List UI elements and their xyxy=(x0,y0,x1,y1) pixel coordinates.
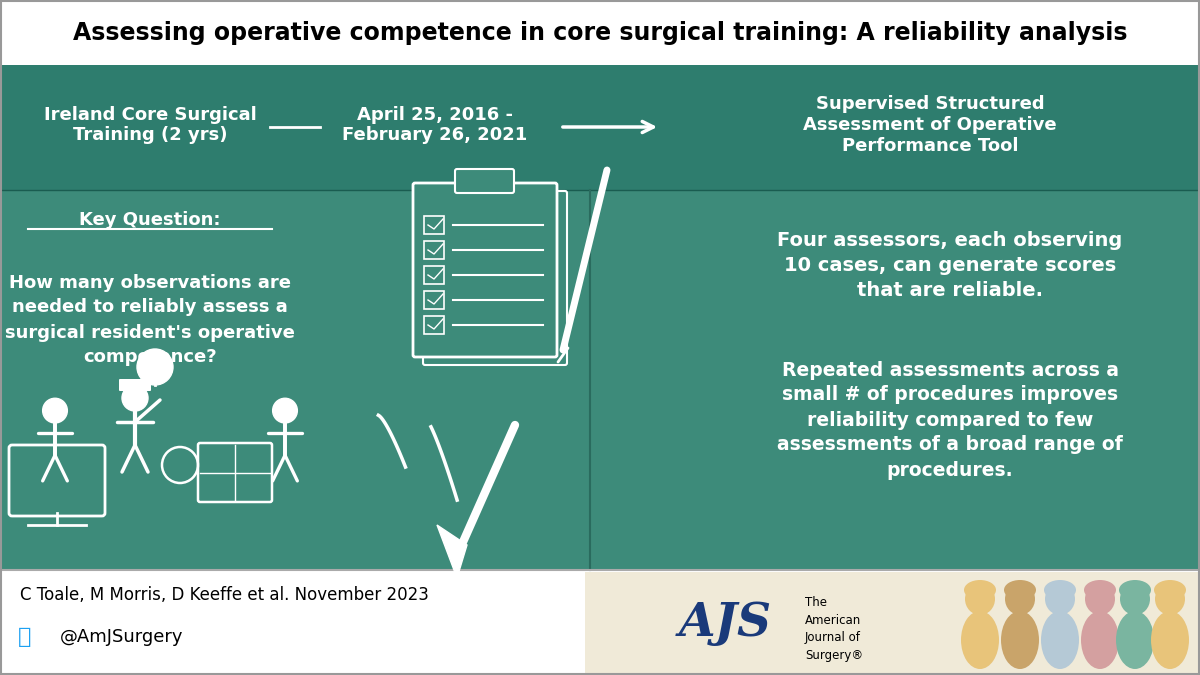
Text: Supervised Structured
Assessment of Operative
Performance Tool: Supervised Structured Assessment of Oper… xyxy=(803,95,1057,155)
Text: AJS: AJS xyxy=(678,600,772,646)
Ellipse shape xyxy=(1154,580,1186,600)
FancyBboxPatch shape xyxy=(455,169,514,193)
FancyBboxPatch shape xyxy=(0,190,1200,570)
Text: Ireland Core Surgical
Training (2 yrs): Ireland Core Surgical Training (2 yrs) xyxy=(43,105,257,144)
Ellipse shape xyxy=(1084,580,1116,600)
FancyBboxPatch shape xyxy=(586,572,1198,673)
Ellipse shape xyxy=(1120,583,1150,615)
Ellipse shape xyxy=(1044,580,1076,600)
FancyBboxPatch shape xyxy=(0,65,1200,190)
Text: Surgery®: Surgery® xyxy=(805,649,863,662)
Ellipse shape xyxy=(964,580,996,600)
Circle shape xyxy=(272,398,298,423)
Text: Four assessors, each observing
10 cases, can generate scores
that are reliable.: Four assessors, each observing 10 cases,… xyxy=(778,230,1123,300)
Text: C Toale, M Morris, D Keeffe et al. November 2023: C Toale, M Morris, D Keeffe et al. Novem… xyxy=(20,586,428,604)
Circle shape xyxy=(43,398,67,423)
Ellipse shape xyxy=(1081,611,1120,669)
Ellipse shape xyxy=(961,611,1000,669)
Ellipse shape xyxy=(1045,583,1075,615)
Text: 🐦: 🐦 xyxy=(18,627,31,647)
Text: American: American xyxy=(805,614,862,626)
Text: The: The xyxy=(805,595,827,608)
Ellipse shape xyxy=(1085,583,1115,615)
Circle shape xyxy=(122,385,148,411)
Text: How many observations are
needed to reliably assess a
surgical resident's operat: How many observations are needed to reli… xyxy=(5,273,295,367)
Text: Key Question:: Key Question: xyxy=(79,211,221,229)
Ellipse shape xyxy=(1001,611,1039,669)
FancyBboxPatch shape xyxy=(119,379,151,391)
Ellipse shape xyxy=(1151,611,1189,669)
Ellipse shape xyxy=(1120,580,1151,600)
Ellipse shape xyxy=(1116,611,1154,669)
FancyBboxPatch shape xyxy=(0,0,1200,65)
Text: Repeated assessments across a
small # of procedures improves
reliability compare: Repeated assessments across a small # of… xyxy=(778,360,1123,479)
Ellipse shape xyxy=(1004,583,1034,615)
Ellipse shape xyxy=(965,583,995,615)
Polygon shape xyxy=(437,525,467,578)
Circle shape xyxy=(137,349,173,385)
Ellipse shape xyxy=(1154,583,1186,615)
Ellipse shape xyxy=(1004,580,1036,600)
Ellipse shape xyxy=(1042,611,1079,669)
FancyBboxPatch shape xyxy=(0,570,1200,675)
Text: April 25, 2016 -
February 26, 2021: April 25, 2016 - February 26, 2021 xyxy=(342,105,528,144)
Text: @AmJSurgery: @AmJSurgery xyxy=(60,628,184,646)
Text: Assessing operative competence in core surgical training: A reliability analysis: Assessing operative competence in core s… xyxy=(73,21,1127,45)
Text: Journal of: Journal of xyxy=(805,632,860,645)
FancyBboxPatch shape xyxy=(413,183,557,357)
